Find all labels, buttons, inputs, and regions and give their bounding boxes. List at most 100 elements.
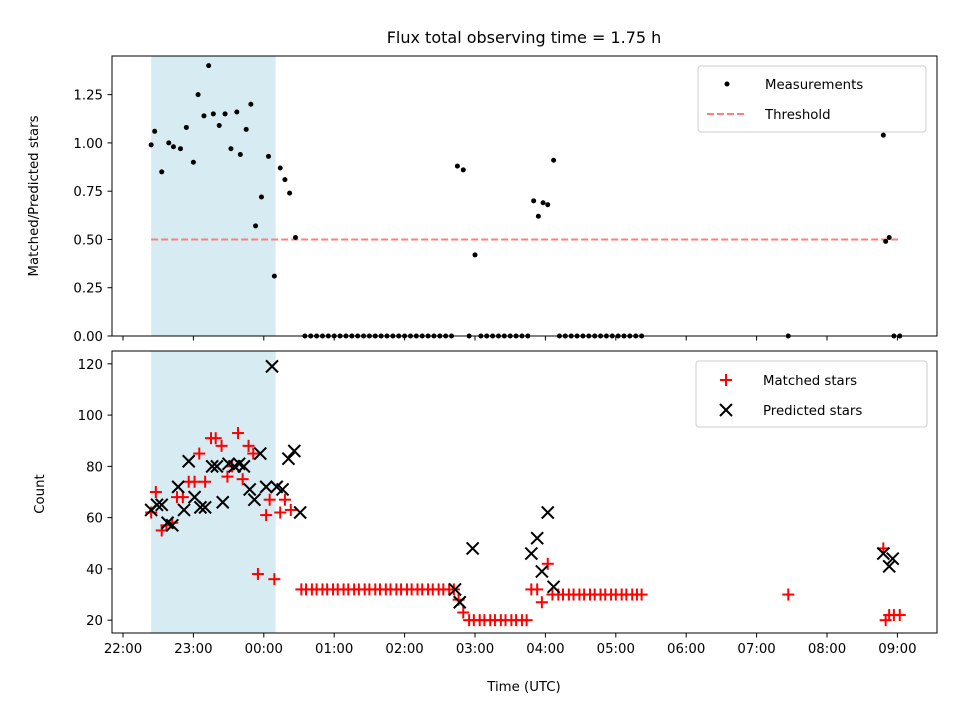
x-tick-label: 08:00 bbox=[808, 642, 846, 657]
y-tick-label: 60 bbox=[86, 512, 103, 527]
legend-predicted-label: Predicted stars bbox=[763, 404, 862, 419]
measurement-point bbox=[886, 235, 892, 241]
count-shaded-interval bbox=[151, 351, 276, 633]
predicted-star-point bbox=[530, 531, 544, 545]
matched-star-point bbox=[149, 486, 162, 498]
y-tick-label: 20 bbox=[86, 614, 103, 629]
y-tick-label: 40 bbox=[86, 563, 103, 578]
measurement-point bbox=[206, 63, 212, 69]
matched-star-point bbox=[260, 509, 273, 522]
count-plot-frame bbox=[111, 350, 938, 634]
measurement-point bbox=[292, 235, 298, 241]
measurement-point bbox=[216, 123, 222, 129]
measurement-point bbox=[166, 140, 172, 146]
matched-star-point bbox=[541, 557, 554, 570]
predicted-star-point bbox=[181, 454, 196, 468]
x-tick-label: 00:00 bbox=[245, 642, 283, 657]
measurement-point bbox=[177, 146, 183, 152]
x-axis-label: Time (UTC) bbox=[486, 680, 561, 695]
measurement-point bbox=[222, 111, 228, 117]
count-x-axis-ticks: 22:00 23:00 00:00 01:00 02:00 03:00 04:00 05:00… bbox=[104, 633, 917, 657]
predicted-star-point bbox=[535, 564, 549, 579]
matched-star-point bbox=[274, 506, 287, 519]
ratio-shaded-interval bbox=[151, 56, 276, 336]
measurement-point bbox=[271, 273, 277, 279]
predicted-star-point bbox=[198, 500, 212, 515]
measurement-point bbox=[237, 151, 243, 157]
predicted-star-point bbox=[885, 551, 900, 566]
measurement-point bbox=[277, 165, 283, 171]
measurement-point bbox=[531, 198, 537, 204]
predicted-star-point bbox=[155, 498, 169, 512]
measurement-point bbox=[234, 109, 240, 115]
measurement-point bbox=[170, 144, 176, 150]
y-tick-label: 1.25 bbox=[73, 89, 103, 104]
matched-star-point bbox=[145, 506, 158, 519]
measurement-point bbox=[159, 169, 165, 175]
y-tick-label: 0.25 bbox=[73, 282, 103, 297]
predicted-star-point bbox=[281, 451, 296, 466]
y-tick-label: 120 bbox=[78, 358, 103, 373]
measurement-point bbox=[190, 159, 196, 165]
matched-star-point bbox=[199, 475, 212, 488]
count-legend-box bbox=[695, 360, 928, 428]
matched-star-point bbox=[263, 493, 276, 506]
y-tick-label: 1.00 bbox=[73, 137, 103, 152]
predicted-star-point bbox=[524, 546, 539, 561]
matched-star-point bbox=[215, 439, 228, 452]
matched-star-point bbox=[247, 447, 260, 460]
predicted-star-point bbox=[293, 505, 307, 520]
matched-star-point bbox=[893, 609, 906, 622]
predicted-star-point bbox=[177, 503, 191, 517]
x-tick-label: 03:00 bbox=[456, 642, 494, 657]
ratio-plot-frame bbox=[111, 55, 938, 337]
matched-star-point bbox=[457, 606, 470, 619]
x-tick-label: 04:00 bbox=[526, 642, 564, 657]
matched-star-point bbox=[176, 491, 189, 504]
predicted-star-point bbox=[253, 446, 267, 461]
matched-star-point bbox=[193, 447, 206, 460]
ratio-y-axis-ticks: 0.00 0.25 0.50 0.75 1.00 1.25 bbox=[73, 89, 112, 345]
matched-stars-series bbox=[145, 427, 906, 627]
measurement-point bbox=[460, 167, 466, 173]
count-y-axis-label: Count bbox=[33, 474, 48, 514]
legend-matched-label: Matched stars bbox=[763, 374, 857, 389]
measurement-point bbox=[228, 146, 234, 152]
matched-star-point bbox=[242, 439, 255, 452]
matched-star-point bbox=[268, 573, 281, 586]
legend-predicted-marker bbox=[719, 403, 733, 417]
predicted-star-point bbox=[275, 482, 290, 497]
matched-star-point bbox=[221, 470, 234, 483]
legend-matched-marker bbox=[720, 374, 732, 386]
matched-star-point bbox=[520, 614, 533, 627]
matched-star-point bbox=[188, 475, 201, 488]
count-panel: 20 40 60 80 100 120 22:00 23:00 00:00 01:00 02:00… bbox=[33, 350, 938, 695]
measurement-point bbox=[551, 157, 557, 163]
predicted-star-point bbox=[216, 495, 230, 509]
y-tick-label: 0.75 bbox=[73, 185, 103, 200]
ratio-x-axis-ticks bbox=[122, 336, 898, 341]
matched-star-point bbox=[284, 503, 297, 516]
matched-star-point bbox=[635, 588, 648, 601]
x-tick-label: 06:00 bbox=[667, 642, 705, 657]
measurement-point bbox=[287, 190, 293, 196]
measurement-point bbox=[183, 124, 189, 130]
predicted-star-point bbox=[210, 459, 224, 474]
measurement-point bbox=[210, 111, 216, 117]
count-legend: Matched stars Predicted stars bbox=[695, 360, 928, 428]
y-tick-label: 0.50 bbox=[73, 233, 103, 248]
count-y-axis-ticks: 20 40 60 80 100 120 bbox=[78, 358, 112, 629]
predicted-star-point bbox=[237, 459, 251, 474]
measurement-point bbox=[148, 142, 154, 148]
predicted-star-point bbox=[453, 595, 467, 609]
predicted-star-point bbox=[287, 444, 302, 458]
matched-star-point bbox=[278, 493, 291, 506]
measurement-point bbox=[282, 177, 288, 183]
measurement-point bbox=[258, 194, 264, 200]
measurement-point bbox=[253, 223, 259, 229]
predicted-star-point bbox=[165, 518, 179, 533]
y-tick-label: 100 bbox=[78, 409, 103, 424]
x-tick-label: 23:00 bbox=[174, 642, 212, 657]
predicted-star-point bbox=[876, 546, 891, 561]
measurement-point bbox=[883, 238, 889, 244]
